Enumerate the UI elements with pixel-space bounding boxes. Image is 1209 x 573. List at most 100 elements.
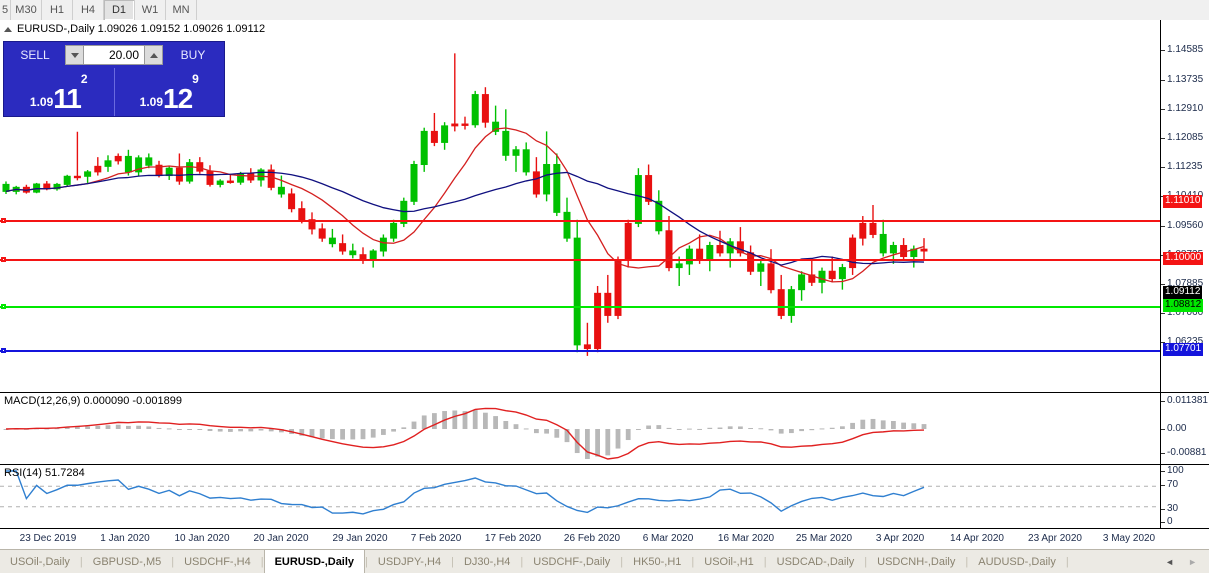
price-marker-red[interactable]: 1.10000 [1163, 252, 1204, 265]
price-marker-blue[interactable]: 1.07701 [1163, 343, 1204, 356]
chevron-up-icon [149, 52, 158, 58]
chart-tab-usoilh1[interactable]: USOil-,H1 [704, 555, 754, 568]
rsi-tick: 100 [1161, 465, 1184, 476]
volume-stepper[interactable]: 20.00 [65, 45, 163, 65]
chart-tab-dj30h4[interactable]: DJ30-,H4 [463, 555, 511, 568]
volume-increase-button[interactable] [144, 45, 163, 65]
chevron-down-icon [70, 52, 79, 58]
chart-tab-gbpusdm5[interactable]: GBPUSD-,M5 [92, 555, 162, 568]
tab-separator: | [79, 555, 83, 568]
timeframe-toolbar: 5 M30 H1 H4 D1 W1 MN [0, 0, 1209, 21]
ma-red-line [5, 127, 925, 283]
tab-separator: | [620, 555, 624, 568]
level-line-handle[interactable] [1, 304, 6, 309]
price-marker-red[interactable]: 1.11010 [1163, 195, 1203, 208]
rsi-indicator-pane: RSI(14) 51.7284 100 70 30 0 [0, 464, 1209, 528]
price-tick: 1.09560 [1161, 220, 1203, 231]
macd-indicator-pane: MACD(12,26,9) 0.000090 -0.001899 0.01138… [0, 392, 1209, 464]
chart-tab-usdjpyh4[interactable]: USDJPY-,H4 [377, 555, 442, 568]
chart-tab-bar: USOil-,Daily | GBPUSD-,M5 | USDCHF-,H4 | EURUS… [0, 549, 1209, 573]
timeframe-button-w1[interactable]: W1 [135, 0, 166, 20]
chart-tab-usdchfdaily[interactable]: USDCHF-,Daily [533, 555, 611, 568]
symbol-ohlc-text: EURUSD-,Daily 1.09026 1.09152 1.09026 1.… [17, 23, 266, 35]
price-chart-pane: 1.145851.137351.129101.120851.112351.104… [0, 20, 1209, 410]
candlestick-svg [2, 53, 928, 356]
rsi-tick: 30 [1161, 503, 1178, 514]
ma-navy-line [5, 171, 925, 266]
sell-price-fraction: 2 [80, 72, 88, 86]
date-axis-label: 20 Jan 2020 [253, 533, 309, 544]
date-axis-label: 26 Feb 2020 [563, 533, 621, 544]
price-tick: 1.12910 [1161, 103, 1203, 114]
rsi-tick: 70 [1161, 479, 1178, 490]
date-axis-label: 17 Feb 2020 [484, 533, 542, 544]
price-tick: 1.13735 [1161, 74, 1203, 85]
level-line-resistance-1[interactable] [0, 218, 1160, 223]
chart-tab-usdchfh4[interactable]: USDCHF-,H4 [184, 555, 251, 568]
chart-tab-usoildaily[interactable]: USOil-,Daily [10, 555, 70, 568]
timeframe-button-h4[interactable]: H4 [73, 0, 104, 20]
price-marker-green[interactable]: 1.08812 [1163, 299, 1204, 312]
buy-button[interactable]: BUY [180, 48, 206, 62]
timeframe-button-h1[interactable]: H1 [42, 0, 73, 20]
tab-separator: | [451, 555, 454, 568]
chart-tab-hk50h1[interactable]: HK50-,H1 [633, 555, 682, 568]
chart-tab-audusddaily[interactable]: AUDUSD-,Daily [978, 555, 1056, 568]
macd-plot-area[interactable] [0, 393, 1160, 464]
level-line-handle[interactable] [1, 348, 6, 353]
collapse-triangle-icon[interactable] [4, 26, 12, 32]
macd-signal-line [5, 407, 925, 460]
level-line-handle[interactable] [1, 218, 6, 223]
rsi-label: RSI(14) 51.7284 [4, 467, 85, 479]
volume-decrease-button[interactable] [65, 45, 84, 65]
date-axis-label: 6 Mar 2020 [642, 533, 694, 544]
price-tick: 1.07885 [1161, 278, 1203, 289]
timeframe-button-mn[interactable]: MN [166, 0, 197, 20]
sell-price-base: 1.09 [29, 95, 54, 109]
price-scale[interactable]: 1.145851.137351.129101.120851.112351.104… [1160, 20, 1209, 410]
date-axis-label: 25 Mar 2020 [795, 533, 853, 544]
sell-price-quote[interactable]: 1.09 11 2 [4, 68, 115, 116]
rsi-plot-area[interactable] [0, 465, 1160, 528]
tab-separator: | [520, 555, 524, 568]
buy-price-fraction: 9 [192, 72, 199, 86]
price-tick: 1.12085 [1161, 132, 1203, 143]
timeframe-button-m30[interactable]: M30 [11, 0, 42, 20]
date-axis-label: 7 Feb 2020 [410, 533, 462, 544]
date-axis-label: 16 Mar 2020 [717, 533, 775, 544]
date-axis-label: 23 Apr 2020 [1028, 533, 1082, 544]
price-marker-black[interactable]: 1.09112 [1163, 286, 1203, 299]
rsi-tick: 0 [1161, 516, 1173, 527]
date-axis-label: 3 May 2020 [1102, 533, 1156, 544]
timeframe-button-5[interactable]: 5 [0, 0, 11, 20]
macd-scale: 0.011381 0.00 -0.00881 [1160, 393, 1209, 464]
price-tick: 1.07060 [1161, 307, 1203, 318]
level-line-handle[interactable] [1, 257, 6, 262]
date-axis-label: 10 Jan 2020 [174, 533, 230, 544]
macd-svg [3, 407, 927, 460]
rsi-svg [0, 470, 1160, 515]
chart-symbol-header: EURUSD-,Daily 1.09026 1.09152 1.09026 1.… [0, 22, 265, 36]
price-plot-area[interactable] [0, 20, 1160, 392]
price-tick: 1.14585 [1161, 44, 1203, 55]
chart-tab-usdcaddaily[interactable]: USDCAD-,Daily [776, 555, 855, 568]
date-axis[interactable]: 23 Dec 2019 1 Jan 2020 10 Jan 2020 20 Jan 2… [0, 528, 1209, 551]
sell-button[interactable]: SELL [20, 48, 50, 62]
chart-tab-eurusddaily[interactable]: EURUSD-,Daily [263, 550, 366, 573]
buy-price-quote[interactable]: 1.09 12 9 [115, 68, 225, 116]
chart-tab-usdcnhdaily[interactable]: USDCNH-,Daily [877, 555, 956, 568]
volume-input[interactable]: 20.00 [84, 45, 144, 65]
one-click-trading-panel: SELL 20.00 BUY 1.09 11 2 1.09 12 9 [3, 41, 225, 117]
toolbar-empty-space [197, 0, 1209, 20]
timeframe-button-d1[interactable]: D1 [104, 0, 135, 20]
level-line-support-blue-1[interactable] [0, 348, 1160, 353]
tab-separator: | [965, 555, 969, 568]
level-line-resistance-2[interactable] [0, 257, 1160, 262]
tab-separator: | [864, 555, 868, 568]
level-line-support-green[interactable] [0, 304, 1160, 309]
tab-separator: | [691, 555, 695, 568]
date-axis-label: 23 Dec 2019 [19, 533, 77, 544]
tab-scroll-left-icon[interactable]: ◄ [1165, 556, 1175, 567]
tab-scroll-right-icon[interactable]: ► [1188, 556, 1197, 567]
